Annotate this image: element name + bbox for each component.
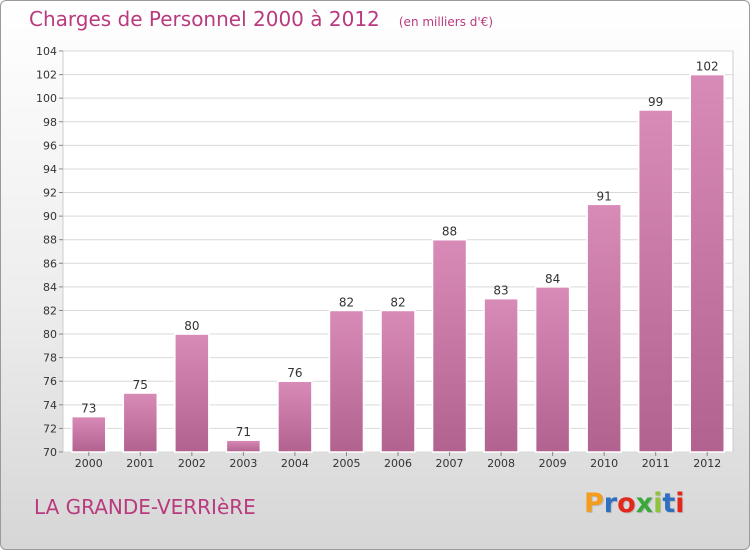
logo-letter: o (617, 488, 636, 519)
y-tick-label: 102 (36, 69, 57, 82)
value-label-2008: 83 (493, 284, 508, 298)
y-tick-label: 74 (43, 399, 57, 412)
bar-2010 (586, 203, 622, 453)
x-tick-label-2002: 2002 (178, 457, 206, 470)
value-label-2012: 102 (696, 60, 719, 74)
logo-letter: r (603, 488, 618, 519)
y-tick-label: 84 (43, 281, 57, 294)
y-tick-label: 100 (36, 92, 57, 105)
y-tick-label: 92 (43, 187, 57, 200)
bars: 73 75 80 71 76 82 82 88 83 84 91 99 102 (71, 60, 725, 453)
bar-2009 (534, 286, 571, 453)
bar-2011 (637, 109, 674, 453)
bar-2005 (328, 309, 365, 453)
value-label-2001: 75 (133, 378, 148, 392)
y-tick-label: 80 (43, 328, 57, 341)
y-tick-label: 90 (43, 210, 57, 223)
commune-name: LA GRANDE-VERRIèRE (34, 495, 256, 519)
value-label-2002: 80 (184, 319, 199, 333)
x-tick-label-2007: 2007 (436, 457, 464, 470)
y-tick-label: 96 (43, 139, 57, 152)
value-label-2003: 71 (236, 425, 251, 439)
x-tick-label-2003: 2003 (229, 457, 257, 470)
bar-2002 (174, 333, 210, 453)
bar-2000 (71, 415, 107, 453)
logo-letter: i (675, 488, 685, 519)
x-tick-label-2000: 2000 (75, 457, 103, 470)
bar-2012 (689, 73, 725, 453)
bar-2001 (122, 392, 159, 453)
x-axis: 2000 2001 2002 2003 2004 2005 2006 2007 2008 2009… (75, 452, 721, 470)
bar-2008 (483, 297, 519, 453)
y-axis: 70 72 74 76 78 80 82 84 86 88 90 92 94 96 98 100 102 104 (36, 45, 63, 459)
x-tick-label-2010: 2010 (590, 457, 618, 470)
y-tick-label: 78 (43, 352, 57, 365)
y-tick-label: 82 (43, 304, 57, 317)
chart-subtitle: (en milliers d'€) (398, 15, 493, 29)
bar-2003 (225, 439, 262, 453)
chart-title: Charges de Personnel 2000 à 2012 (29, 7, 380, 31)
x-tick-label-2005: 2005 (332, 457, 360, 470)
title-row: Charges de Personnel 2000 à 2012 (en mil… (29, 7, 493, 31)
y-tick-label: 98 (43, 116, 57, 129)
value-label-2010: 91 (597, 189, 612, 203)
value-label-2009: 84 (545, 272, 560, 286)
x-tick-label-2012: 2012 (693, 457, 721, 470)
y-tick-label: 94 (43, 163, 57, 176)
bar-2007 (431, 238, 468, 453)
proxiti-logo: Proxiti (584, 488, 685, 519)
value-label-2007: 88 (442, 225, 457, 239)
x-tick-label-2008: 2008 (487, 457, 515, 470)
value-label-2000: 73 (81, 402, 96, 416)
value-label-2005: 82 (339, 295, 354, 309)
y-tick-label: 76 (43, 375, 57, 388)
x-tick-label-2009: 2009 (539, 457, 567, 470)
bar-2004 (277, 380, 313, 453)
y-tick-label: 88 (43, 234, 57, 247)
value-label-2006: 82 (390, 295, 405, 309)
value-label-2004: 76 (287, 366, 302, 380)
x-tick-label-2011: 2011 (642, 457, 670, 470)
y-tick-label: 70 (43, 446, 57, 459)
logo-letter: t (662, 488, 676, 519)
value-label-2011: 99 (648, 95, 663, 109)
y-tick-label: 86 (43, 257, 57, 270)
logo-letter: i (653, 488, 663, 519)
y-tick-label: 72 (43, 422, 57, 435)
x-tick-label-2006: 2006 (384, 457, 412, 470)
x-tick-label-2001: 2001 (126, 457, 154, 470)
bar-2006 (380, 309, 416, 453)
y-tick-label: 104 (36, 45, 57, 58)
logo-letter: x (635, 488, 654, 519)
x-tick-label-2004: 2004 (281, 457, 309, 470)
logo-letter: P (584, 488, 604, 519)
